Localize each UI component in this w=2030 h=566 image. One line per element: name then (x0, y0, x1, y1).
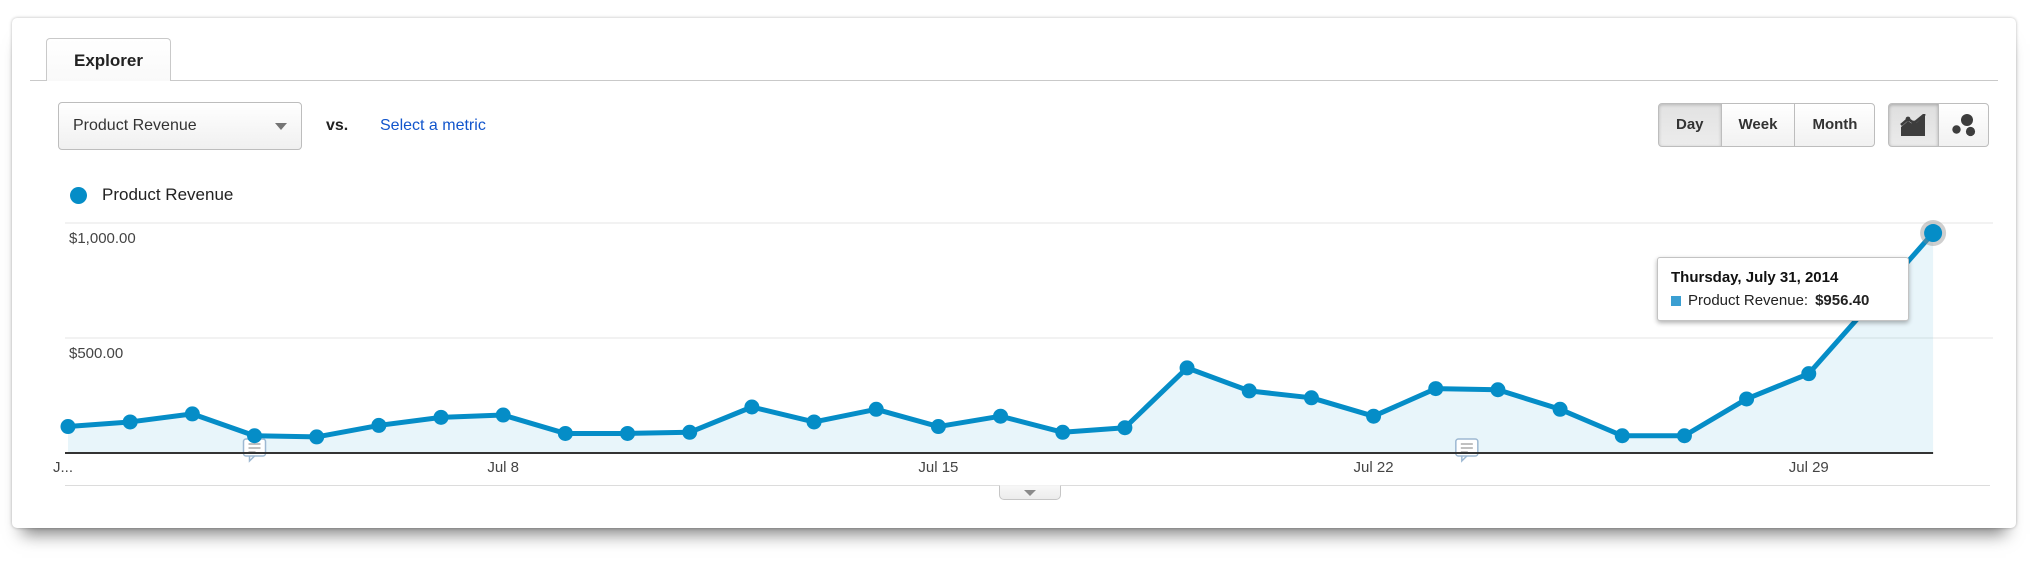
data-point[interactable] (620, 425, 636, 441)
tab-explorer-label: Explorer (74, 51, 143, 70)
data-point[interactable] (1366, 408, 1382, 424)
line-chart-button[interactable] (1888, 103, 1939, 147)
chevron-down-icon (1024, 489, 1036, 496)
data-point[interactable] (1739, 391, 1755, 407)
data-point-tooltip: Thursday, July 31, 2014 Product Revenue:… (1657, 257, 1909, 321)
series-area-fill (68, 233, 1934, 453)
granularity-button-group: Day Week Month (1658, 103, 1876, 147)
motion-chart-icon (1951, 114, 1975, 137)
explorer-panel: Explorer Product Revenue vs. Select a me… (12, 18, 2016, 528)
motion-chart-button[interactable] (1938, 103, 1989, 147)
data-point[interactable] (1241, 383, 1257, 399)
timeseries-chart: $500.00 $1,000.00 J... Jul 8 Jul 15 Jul 22 Jul… (12, 212, 2016, 488)
data-point[interactable] (1490, 382, 1506, 398)
collapse-chart-button[interactable] (999, 485, 1061, 500)
x-axis-label: Jul 29 (1789, 459, 1829, 476)
x-axis-label: Jul 15 (918, 459, 958, 476)
data-point[interactable] (495, 407, 511, 423)
tooltip-date: Thursday, July 31, 2014 (1671, 269, 1839, 286)
data-point[interactable] (930, 419, 946, 435)
series-legend-label: Product Revenue (102, 185, 234, 204)
x-axis-label: J... (53, 459, 73, 476)
line-chart-icon (1900, 113, 1926, 136)
tooltip-series-row: Product Revenue: $956.40 (1671, 289, 1895, 312)
x-axis-label: Jul 22 (1354, 459, 1394, 476)
tab-explorer[interactable]: Explorer (46, 38, 171, 81)
data-point[interactable] (122, 414, 138, 430)
data-point[interactable] (806, 414, 822, 430)
data-point[interactable] (433, 409, 449, 425)
data-point[interactable] (1614, 428, 1630, 444)
data-point[interactable] (1552, 401, 1568, 417)
data-point[interactable] (1179, 360, 1195, 376)
granularity-month-button[interactable]: Month (1794, 103, 1876, 147)
y-axis-label: $1,000.00 (69, 230, 136, 247)
vs-label: vs. (326, 117, 349, 134)
data-point[interactable] (868, 401, 884, 417)
data-point[interactable] (1924, 224, 1943, 243)
data-point[interactable] (309, 429, 325, 445)
data-point[interactable] (1801, 366, 1817, 382)
data-point[interactable] (993, 408, 1009, 424)
revenue-line (67, 231, 1935, 440)
data-point[interactable] (1676, 428, 1692, 444)
granularity-day-button[interactable]: Day (1658, 103, 1722, 147)
tabbar-divider (30, 80, 1998, 81)
data-point[interactable] (184, 406, 200, 422)
data-point[interactable] (682, 424, 698, 440)
select-a-metric-link[interactable]: Select a metric (380, 117, 486, 134)
series-color-dot (70, 186, 87, 204)
tooltip-series-name: Product Revenue: (1688, 292, 1809, 309)
timeseries-chart-svg[interactable]: $500.00 $1,000.00 J... Jul 8 Jul 15 Jul 22 Jul… (12, 212, 2016, 488)
data-point[interactable] (1428, 381, 1444, 397)
data-point[interactable] (247, 428, 263, 444)
series-swatch-icon (1671, 295, 1681, 306)
data-point[interactable] (60, 419, 76, 435)
data-point[interactable] (744, 399, 760, 415)
y-axis-label: $500.00 (69, 345, 123, 362)
granularity-week-button[interactable]: Week (1720, 103, 1796, 147)
tooltip-series-value: $956.40 (1815, 292, 1870, 309)
data-point[interactable] (371, 417, 387, 433)
data-point[interactable] (1055, 424, 1071, 440)
data-point[interactable] (557, 425, 573, 441)
data-point[interactable] (1303, 390, 1319, 406)
chart-legend: Product Revenue (70, 183, 233, 207)
metric-dropdown-value: Product Revenue (73, 117, 197, 134)
metric-dropdown[interactable]: Product Revenue (58, 102, 302, 150)
x-axis-label: Jul 8 (487, 459, 519, 476)
chevron-down-icon (275, 122, 287, 130)
data-point[interactable] (1117, 420, 1133, 436)
chart-type-button-group (1888, 103, 1989, 147)
